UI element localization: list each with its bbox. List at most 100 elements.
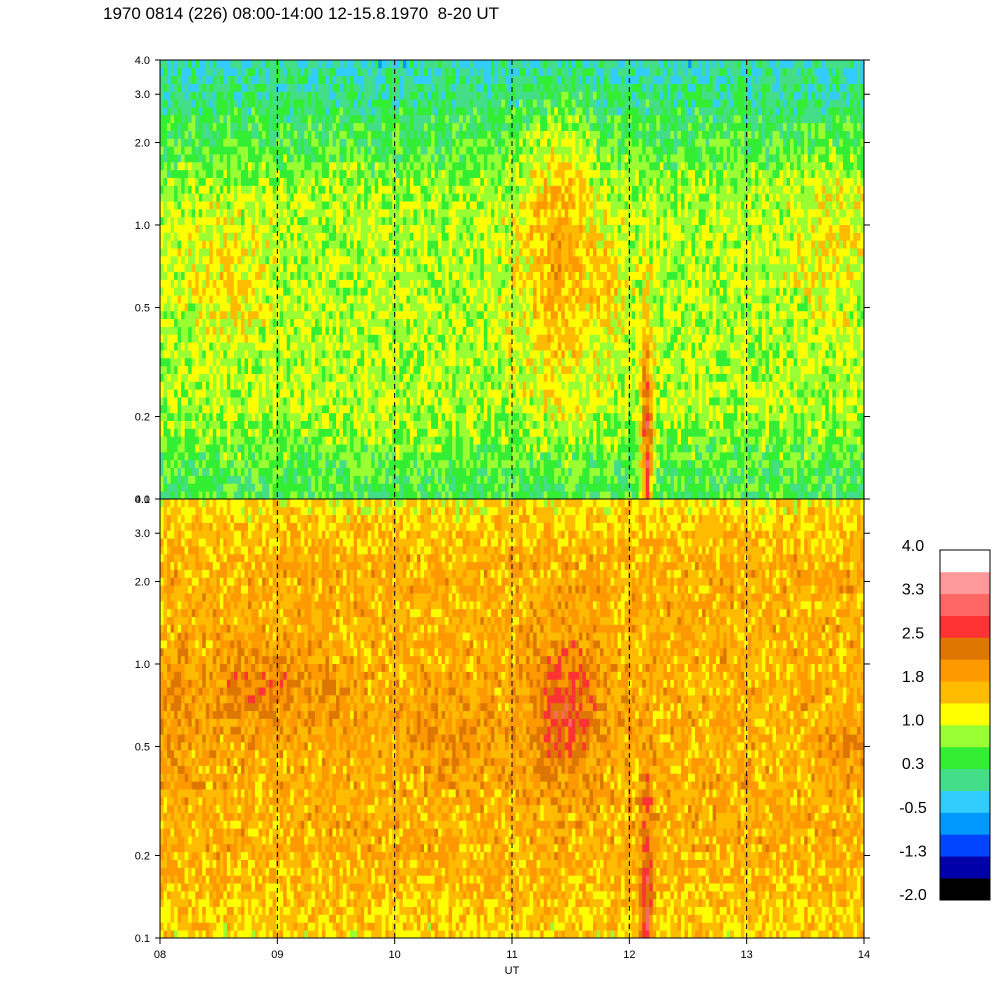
spectrogram-cell — [321, 381, 326, 390]
spectrogram-cell — [406, 389, 411, 398]
spectrogram-cell — [350, 279, 354, 288]
spectrogram-cell — [357, 216, 362, 226]
spectrogram-cell — [343, 389, 347, 398]
spectrogram-cell — [318, 263, 323, 273]
spectrogram-cell — [202, 255, 207, 265]
spectrogram-cell — [374, 240, 379, 249]
spectrogram-cell — [188, 224, 193, 233]
spectrogram-cell — [325, 91, 330, 100]
spectrogram-cell — [269, 295, 274, 304]
spectrogram-cell — [466, 169, 471, 178]
spectrogram-cell — [195, 295, 200, 304]
spectrogram-cell — [265, 412, 270, 422]
spectrogram-cell — [431, 310, 435, 320]
spectrogram-cell — [167, 232, 171, 241]
spectrogram-cell — [160, 342, 164, 351]
spectrogram-cell — [328, 350, 333, 359]
spectrogram-cell — [160, 177, 164, 186]
spectrogram-cell — [286, 114, 291, 124]
spectrogram-cell — [240, 122, 245, 131]
spectrogram-cell — [402, 216, 407, 226]
spectrogram-cell — [385, 357, 390, 367]
spectrogram-cell — [416, 130, 421, 139]
spectrogram-cell — [371, 326, 376, 335]
spectrogram-cell — [167, 146, 171, 155]
spectrogram-cell — [353, 295, 358, 304]
spectrogram-cell — [462, 201, 467, 210]
spectrogram-cell — [233, 483, 238, 492]
spectrogram-cell — [233, 208, 238, 218]
spectrogram-cell — [318, 451, 323, 461]
spectrogram-cell — [438, 303, 442, 312]
spectrogram-cell — [293, 318, 298, 327]
spectrogram-cell — [409, 67, 414, 77]
spectrogram-cell — [223, 287, 228, 296]
spectrogram-cell — [346, 459, 351, 469]
spectrogram-cell — [212, 224, 217, 233]
spectrogram-cell — [300, 67, 305, 77]
spectrogram-cell — [163, 381, 168, 390]
spectrogram-cell — [318, 444, 323, 453]
spectrogram-cell — [269, 467, 274, 476]
spectrogram-cell — [160, 240, 164, 249]
spectrogram-cell — [233, 350, 238, 359]
spectrogram-cell — [202, 232, 207, 241]
spectrogram-cell — [441, 467, 446, 476]
spectrogram-cell — [286, 146, 291, 155]
spectrogram-cell — [248, 255, 252, 265]
spectrogram-cell — [469, 326, 474, 335]
spectrogram-cell — [205, 373, 210, 382]
spectrogram-cell — [381, 444, 386, 453]
spectrogram-cell — [170, 224, 175, 233]
spectrogram-cell — [314, 154, 319, 163]
spectrogram-cell — [434, 357, 439, 367]
spectrogram-cell — [293, 161, 298, 171]
spectrogram-cell — [269, 169, 274, 178]
spectrogram-cell — [318, 169, 323, 178]
spectrogram-cell — [314, 467, 319, 476]
spectrogram-cell — [416, 177, 421, 186]
spectrogram-cell — [427, 216, 432, 226]
spectrogram-cell — [402, 483, 407, 492]
spectrogram-cell — [466, 122, 471, 131]
spectrogram-cell — [420, 459, 425, 469]
spectrogram-cell — [237, 99, 242, 108]
spectrogram-cell — [392, 154, 397, 163]
spectrogram-cell — [177, 342, 182, 351]
spectrogram-cell — [406, 91, 411, 100]
spectrogram-cell — [466, 467, 471, 476]
spectrogram-cell — [416, 240, 421, 249]
spectrogram-cell — [223, 303, 228, 312]
spectrogram-cell — [431, 381, 435, 390]
spectrogram-cell — [402, 146, 407, 155]
spectrogram-cell — [406, 232, 411, 241]
spectrogram-cell — [469, 146, 474, 155]
spectrogram-cell — [371, 83, 376, 92]
spectrogram-cell — [343, 99, 347, 108]
spectrogram-cell — [283, 444, 288, 453]
spectrogram-cell — [353, 303, 358, 312]
spectrogram-cell — [226, 193, 231, 202]
spectrogram-cell — [237, 287, 242, 296]
spectrogram-cell — [350, 318, 354, 327]
spectrogram-cell — [314, 240, 319, 249]
spectrogram-cell — [445, 263, 450, 273]
spectrogram-cell — [374, 428, 379, 437]
spectrogram-cell — [328, 107, 333, 116]
spectrogram-cell — [424, 99, 428, 108]
spectrogram-cell — [174, 326, 178, 335]
spectrogram-cell — [265, 404, 270, 414]
spectrogram-cell — [427, 248, 432, 257]
spectrogram-cell — [462, 483, 467, 492]
spectrogram-cell — [448, 263, 453, 273]
spectrogram-cell — [233, 279, 238, 288]
spectrogram-cell — [321, 185, 326, 194]
spectrogram-cell — [170, 263, 175, 273]
spectrogram-cell — [255, 389, 259, 398]
spectrogram-cell — [258, 83, 263, 92]
spectrogram-cell — [339, 397, 344, 406]
spectrogram-cell — [163, 310, 168, 320]
spectrogram-cell — [202, 357, 207, 367]
spectrogram-cell — [307, 169, 312, 178]
spectrogram-cell — [466, 216, 471, 226]
